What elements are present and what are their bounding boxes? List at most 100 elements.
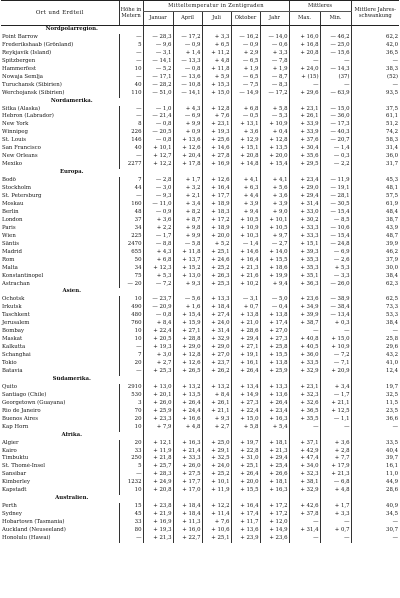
empty-cell: [259, 97, 290, 106]
temperature-cell: + 5,8: [259, 105, 290, 114]
empty-cell: [350, 169, 400, 178]
temperature-cell: + 15,1: [288, 240, 321, 249]
table-row: St. Petersburg — — 9,3 + 2,1 + 17,7 + 4,4 + 3,…: [1, 193, 400, 201]
temperature-cell: + 36,5: [288, 407, 321, 416]
temperature-cell: + 13,1: [230, 121, 260, 130]
temperature-cell: + 23,4: [259, 407, 290, 416]
temperature-cell: + 21,3: [259, 447, 290, 456]
temperature-cell: + 25,7: [142, 463, 173, 472]
temperature-cell: — 10,8: [172, 81, 202, 90]
temperature-cell: + 3,6: [142, 216, 173, 225]
place-name: Schanghai: [2, 352, 31, 359]
table-row: Nowaja Semlja — — 17,1— 13,6 + 5,9— 6,5— 8,…: [1, 73, 400, 82]
table-row: Jerusalem 760 + 8,4 + 15,9 + 24,0 + 21,0 + 17,…: [1, 320, 400, 329]
temperature-cell: + 21,0: [230, 320, 260, 329]
header-ort: Ort und Erdteil: [1, 0, 119, 26]
place-name: Malta: [2, 264, 18, 271]
temperature-cell: 48,7: [350, 232, 400, 241]
header-max: Max.: [288, 11, 321, 26]
temperature-cell: + 8,4: [142, 320, 173, 329]
table-row: Madrid 655 + 4,3 + 11,8 + 25,1 + 14,6 + 14,0 + …: [1, 248, 400, 257]
altitude-cell: —: [118, 57, 143, 66]
temperature-cell: + 8,4: [201, 391, 231, 400]
temperature-cell: + 20,1: [142, 391, 173, 400]
empty-cell: [319, 288, 352, 297]
temperature-cell: — 0,8: [142, 121, 173, 130]
temperature-cell: 48,1: [350, 185, 400, 194]
temperature-cell: + 10,2: [230, 280, 260, 289]
temperature-cell: 39,9: [350, 240, 400, 249]
temperature-cell: + 28,8: [172, 336, 202, 345]
temperature-cell: + 11,8: [172, 248, 202, 257]
temperature-cell: — 17,2: [259, 89, 290, 98]
temperature-cell: + 47,4: [288, 455, 321, 464]
temperature-cell: — 8,5: [319, 216, 352, 225]
temperature-cell: 53,3: [350, 312, 400, 321]
temperature-cell: — 14,1: [142, 57, 173, 66]
temperature-cell: — 36,0: [319, 113, 352, 122]
place-name: Irkutsk: [2, 304, 22, 311]
place-name: Taschkent: [2, 312, 30, 319]
temperature-cell: + 7,7: [319, 455, 352, 464]
temperature-cell: + 20,0: [230, 479, 260, 488]
temperature-cell: — 0,9: [230, 41, 260, 50]
temperature-cell: + 3,6: [319, 439, 352, 448]
temperature-cell: + 18,9: [201, 200, 231, 209]
temperature-cell: + 25,4: [259, 463, 290, 472]
temperature-cell: — 13,6: [172, 73, 202, 82]
empty-cell: [230, 288, 260, 297]
temperature-cell: + 9,3: [172, 280, 202, 289]
temperature-cell: — 38,4: [319, 304, 352, 313]
temperature-cell: + 16,0: [172, 527, 202, 535]
temperature-cell: —: [319, 81, 352, 90]
empty-cell: [288, 431, 321, 440]
temperature-cell: — 7,2: [142, 280, 173, 289]
temperature-cell: + 11,3: [172, 519, 202, 528]
temperature-cell: — 26,0: [319, 280, 352, 289]
place-name: Timbuktu: [2, 455, 29, 462]
temperature-cell: + 29,4: [230, 336, 260, 345]
place-name: Sansibar: [2, 471, 27, 478]
temperature-cell: — 17,3: [319, 121, 352, 130]
temperature-cell: + 29,0: [288, 185, 321, 194]
empty-cell: [319, 97, 352, 106]
table-row: Reykjavik (Island) — — 3,1 + 1,4 + 11,2 + 2,9…: [1, 49, 400, 58]
temperature-cell: — 15,4: [319, 208, 352, 217]
temperature-cell: + 23,4: [288, 177, 321, 186]
table-row: Algier 20 + 12,1 + 16,3 + 25,0 + 19,7 + 18,1 + …: [1, 439, 400, 448]
temperature-cell: + 18,3: [201, 208, 231, 217]
temperature-cell: + 9,0: [259, 208, 290, 217]
temperature-cell: + 26,1: [201, 399, 231, 408]
temperature-cell: + 3,9: [259, 200, 290, 209]
temperature-cell: 39,7: [350, 455, 400, 464]
temperature-cell: + 15,5: [259, 352, 290, 361]
temperature-cell: + 25,3: [142, 367, 173, 376]
table-row: Quito 2910 + 13,0 + 13,2 + 13,2 + 13,4 + 13,3 +…: [1, 383, 400, 392]
altitude-cell: 75: [118, 272, 143, 281]
temperature-cell: — 25,0: [319, 41, 352, 50]
temperature-cell: + 15,4: [259, 161, 290, 170]
temperature-cell: + 32,5: [201, 455, 231, 464]
temperature-cell: + 27,1: [172, 328, 202, 337]
temperature-cell: + 16,9: [142, 519, 173, 528]
temperature-cell: + 17,2: [259, 503, 290, 512]
place-name: Turuchansk (Sibirien): [2, 81, 62, 88]
temperature-cell: + 23,1: [288, 383, 321, 392]
temperature-cell: + 21,8: [142, 455, 173, 464]
temperature-cell: — 21,4: [142, 113, 173, 122]
temperature-cell: + 36,3: [288, 280, 321, 289]
temperature-cell: + 25,2: [201, 471, 231, 480]
place-name: Buenos Aires: [2, 415, 38, 422]
temperature-cell: + 27,8: [201, 153, 231, 162]
altitude-cell: 15: [118, 503, 143, 512]
section-title: Australien.: [55, 495, 89, 502]
temperature-cell: + 18,9: [201, 224, 231, 233]
table-row: Sansibar — + 28,3 + 27,5 + 25,2 + 26,4 + 26,6 +…: [1, 471, 400, 480]
temperature-cell: + 13,8: [230, 312, 260, 321]
temperature-cell: + 13,4: [230, 383, 260, 392]
altitude-cell: 110: [118, 89, 143, 98]
temperature-cell: — 14,3: [319, 65, 352, 74]
temperature-cell: + 26,5: [172, 367, 202, 376]
temperature-cell: + 27,4: [201, 312, 231, 321]
temperature-cell: + 13,2: [172, 383, 202, 392]
